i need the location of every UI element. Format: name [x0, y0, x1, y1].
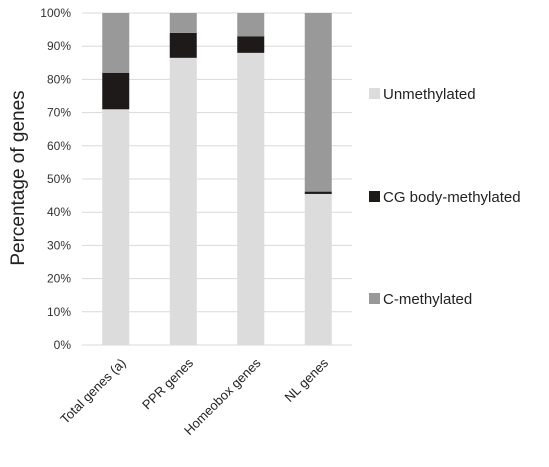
x-category-label: Total genes (a) — [57, 355, 128, 426]
x-category-label: PPR genes — [139, 355, 196, 412]
legend-item: CG body-methylated — [369, 189, 521, 206]
legend: Unmethylated CG body-methylated C-methylat… — [369, 86, 521, 308]
y-tick-label: 10% — [47, 305, 71, 319]
bar-segment — [102, 13, 130, 73]
y-tick-label: 30% — [47, 238, 71, 252]
legend-label: Unmethylated — [383, 86, 476, 103]
bar-segment — [102, 109, 130, 345]
legend-swatch — [369, 293, 380, 304]
legend-swatch — [369, 88, 380, 99]
y-tick-label: 50% — [47, 172, 71, 186]
bar-stack — [169, 13, 197, 345]
bar-segment — [169, 32, 197, 58]
y-tick-label: 60% — [47, 139, 71, 153]
y-axis-title: Percentage of genes — [8, 90, 29, 265]
y-tick-label: 90% — [47, 39, 71, 53]
legend-item: Unmethylated — [369, 86, 476, 103]
y-tick-label: 70% — [47, 106, 71, 120]
legend-swatch — [369, 191, 380, 202]
legend-item: C-methylated — [369, 291, 472, 308]
y-axis-ticks: 0% 10% 20% 30% 40% 50% 60% 70% 80% 90% 100% — [40, 6, 71, 352]
bar-segment — [237, 13, 265, 37]
y-tick-label: 40% — [47, 205, 71, 219]
y-tick-label: 80% — [47, 72, 71, 86]
bar-segment — [237, 52, 265, 346]
bar-stack — [304, 13, 332, 345]
bar-stack — [102, 13, 130, 345]
bar-segment — [237, 36, 265, 53]
y-tick-label: 100% — [40, 6, 71, 20]
bar-segment — [304, 13, 332, 192]
bar-segment — [304, 191, 332, 194]
x-category-label: NL genes — [282, 355, 332, 405]
bars — [102, 13, 332, 346]
bar-segment — [169, 57, 197, 345]
bar-segment — [169, 13, 197, 33]
bar-segment — [102, 72, 130, 110]
y-tick-label: 0% — [54, 338, 72, 352]
bar-stack — [237, 13, 265, 346]
y-tick-label: 20% — [47, 272, 71, 286]
legend-label: CG body-methylated — [383, 189, 521, 206]
legend-label: C-methylated — [383, 291, 472, 308]
bar-segment — [304, 193, 332, 345]
